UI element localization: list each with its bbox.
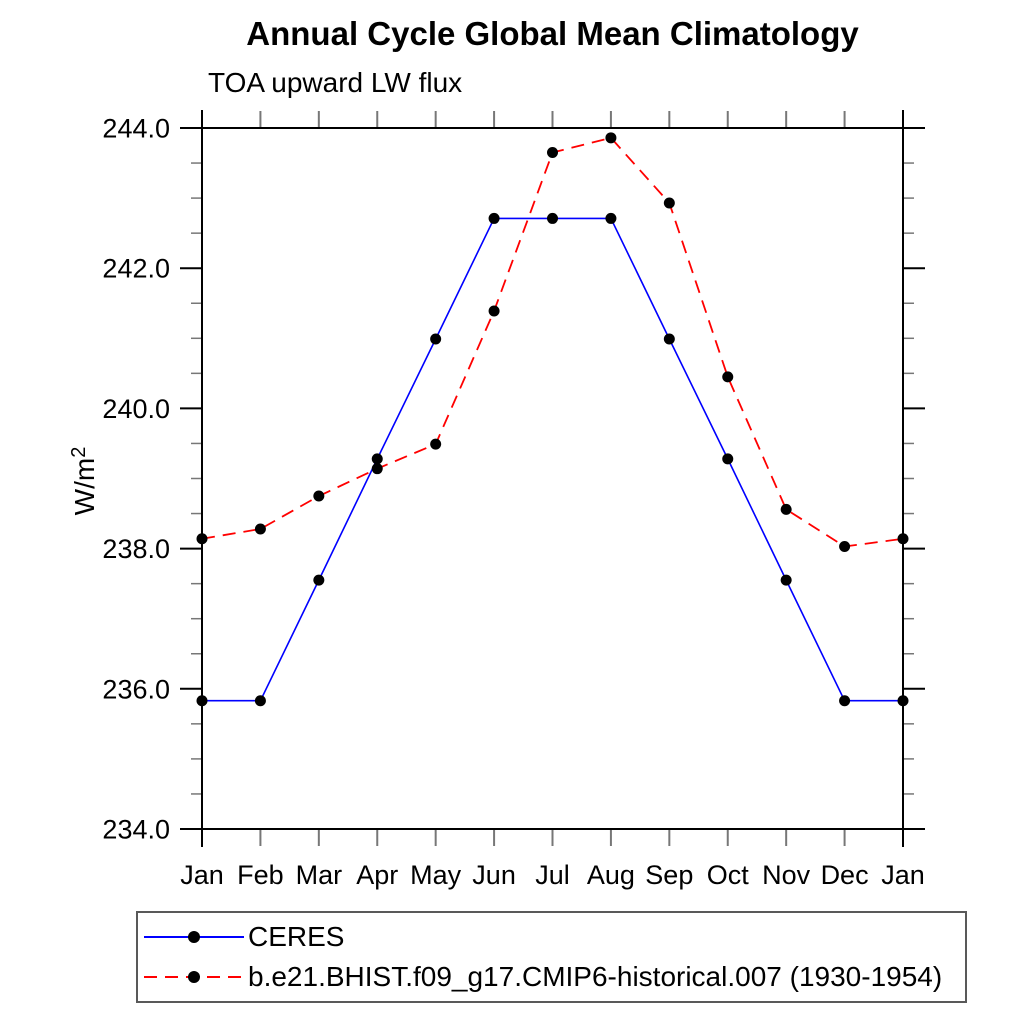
legend-entry: b.e21.BHIST.f09_g17.CMIP6-historical.007… (138, 957, 965, 997)
data-point-marker (488, 212, 500, 224)
series-line-0 (202, 217, 903, 702)
x-tick-label: Nov (762, 860, 811, 890)
data-point-marker (839, 540, 851, 552)
y-tick-label: 234.0 (102, 815, 170, 845)
data-point-marker (547, 147, 558, 159)
chart-subtitle: TOA upward LW flux (208, 67, 463, 98)
data-point-marker (313, 490, 325, 502)
x-tick-label: Oct (707, 860, 750, 890)
legend-entry: CERES (138, 917, 965, 957)
x-tick-label: Jan (881, 860, 925, 890)
chart-title: Annual Cycle Global Mean Climatology (246, 15, 859, 52)
data-point-marker (313, 574, 325, 586)
data-point-marker (605, 212, 617, 224)
data-point-marker (430, 333, 442, 345)
data-point-marker (605, 132, 617, 144)
data-point-marker (254, 695, 266, 707)
series-line-1 (201, 136, 904, 548)
legend-label: CERES (248, 921, 345, 952)
legend: CERES b.e21.BHIST.f09_g17.CMIP6-historica… (136, 911, 967, 1003)
y-tick-label: 244.0 (102, 114, 170, 144)
data-point-marker (488, 305, 500, 317)
data-point-marker (897, 695, 909, 707)
data-point-marker (722, 453, 734, 465)
data-point-marker (780, 574, 792, 586)
data-point-marker (196, 533, 208, 545)
data-point-marker (897, 533, 909, 545)
data-point-marker (371, 463, 383, 475)
legend-label: b.e21.BHIST.f09_g17.CMIP6-historical.007… (248, 961, 943, 992)
marker-dot-icon (188, 971, 200, 983)
x-tick-label: Sep (645, 860, 693, 890)
legend-line-sample (144, 957, 244, 997)
data-point-marker (722, 371, 734, 383)
y-tick-label: 238.0 (102, 534, 170, 564)
x-tick-label: May (410, 860, 462, 890)
legend-line-sample (144, 917, 244, 957)
x-tick-label: Aug (587, 860, 635, 890)
data-point-marker (780, 503, 792, 515)
y-tick-label: 240.0 (102, 394, 170, 424)
x-tick-label: Dec (821, 860, 869, 890)
x-tick-label: Apr (356, 860, 398, 890)
y-tick-label: 242.0 (102, 254, 170, 284)
x-tick-label: Mar (296, 860, 343, 890)
data-point-marker (254, 523, 266, 535)
x-tick-label: Jan (180, 860, 224, 890)
x-tick-label: Jul (535, 860, 570, 890)
data-point-marker (663, 333, 675, 345)
data-point-marker (371, 453, 383, 465)
data-point-marker (430, 438, 442, 450)
data-point-marker (547, 212, 558, 224)
data-point-marker (196, 695, 208, 707)
y-tick-label: 236.0 (102, 674, 170, 704)
x-tick-label: Feb (237, 860, 284, 890)
data-point-marker (839, 695, 851, 707)
data-point-marker (663, 197, 675, 209)
marker-dot-icon (188, 931, 200, 943)
x-tick-label: Jun (472, 860, 516, 890)
